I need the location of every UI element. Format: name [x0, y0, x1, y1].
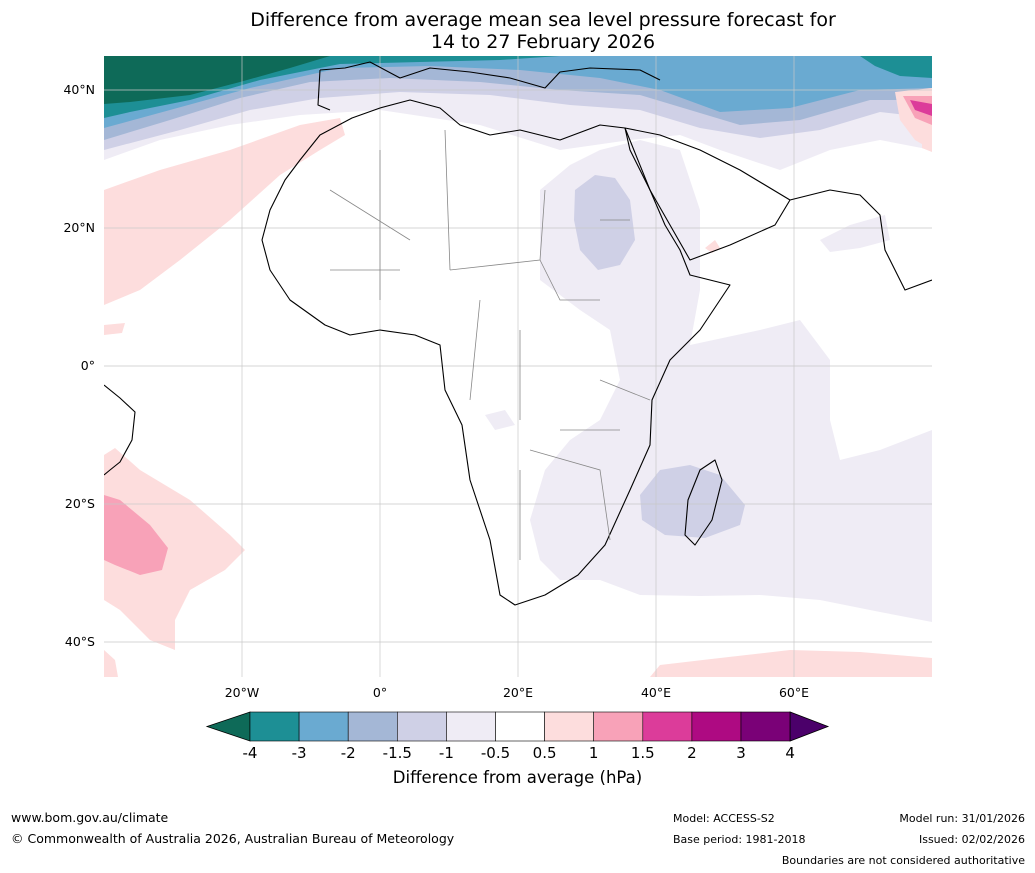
colorbar-box [396, 711, 447, 742]
footer-base-period: Base period: 1981-2018 [673, 833, 806, 846]
footer-disclaimer: Boundaries are not considered authoritat… [781, 854, 1025, 867]
anomaly-neg3-east [860, 56, 932, 78]
colorbar-box [495, 711, 545, 742]
colorbar-tick-label: -2 [340, 744, 356, 762]
footer-copyright: © Commonwealth of Australia 2026, Austra… [11, 831, 455, 846]
border-lines [329, 129, 651, 560]
anomaly-pos1-sw-atlantic [104, 495, 168, 575]
anomaly-pos05-nw-atlantic [104, 118, 345, 305]
anomaly-pos05-ne-small [922, 140, 932, 152]
colorbar-tick-label: 1.5 [630, 744, 655, 762]
asia-coastline [789, 189, 932, 291]
colorbar-box [298, 711, 349, 742]
anomaly-pos05-sw-atlantic [104, 448, 245, 650]
lat-label-20s: 20°S [64, 496, 95, 511]
colorbar [205, 711, 830, 742]
colorbar-box [347, 711, 398, 742]
colorbar-tick-label: -1 [438, 744, 454, 762]
anomaly-neg05-east-asia [820, 215, 890, 252]
anomaly-neg2-north [104, 56, 932, 128]
colorbar-tick-label: 0.5 [532, 744, 557, 762]
colorbar-tick-label: -0.5 [480, 744, 511, 762]
colorbar-box [593, 711, 644, 742]
colorbar-tick-label: 4 [785, 744, 795, 762]
footer-model: Model: ACCESS-S2 [673, 812, 775, 825]
country-borders [329, 129, 651, 560]
lon-label-20e: 20°E [502, 685, 534, 700]
anomaly-neg1-madagascar [640, 465, 745, 538]
anomaly-neg05-equator [485, 410, 515, 430]
colorbar-extend-low [205, 711, 251, 742]
footer-issued: Issued: 02/02/2026 [918, 833, 1025, 846]
lat-label-20n: 20°N [63, 220, 95, 235]
lat-label-40n: 40°N [63, 82, 95, 97]
footer-model-run: Model run: 31/01/2026 [899, 812, 1025, 825]
lon-label-20w: 20°W [224, 685, 260, 700]
coastlines [104, 61, 932, 606]
lon-label-40e: 40°E [640, 685, 672, 700]
anomaly-neg4-north [104, 56, 330, 104]
anomaly-pos15-ne [910, 100, 932, 116]
graticule [104, 56, 932, 677]
africa-coastline [261, 99, 731, 606]
colorbar-box [691, 711, 742, 742]
anomaly-pos05-sw-corner [104, 650, 118, 677]
lat-label-equator: 0° [80, 358, 95, 373]
colorbar-box [740, 711, 791, 742]
colorbar-tick-label: 2 [687, 744, 697, 762]
europe-coastline [317, 61, 661, 111]
madagascar-coastline [684, 459, 723, 546]
lon-label-60e: 60°E [778, 685, 810, 700]
south-america-coastline [104, 384, 136, 476]
anomaly-pos05-south [650, 650, 932, 677]
colorbar-title: Difference from average (hPa) [392, 768, 643, 787]
lat-label-40s: 40°S [64, 634, 95, 649]
colorbar-box [446, 711, 496, 742]
colorbar-extend-high [789, 711, 830, 742]
title-line-1: Difference from average mean sea level p… [250, 9, 836, 31]
colorbar-tick-label: -1.5 [382, 744, 412, 762]
title-line-2: 14 to 27 February 2026 [430, 31, 656, 53]
arabian-peninsula-coastline [624, 127, 791, 261]
colorbar-box [249, 711, 300, 742]
lon-label-0: 0° [372, 685, 388, 700]
colorbar-box [544, 711, 594, 742]
anomaly-pos05-small [104, 323, 125, 335]
colorbar-tick-label: -4 [242, 744, 258, 762]
anomaly-neg1-arabia [574, 175, 635, 270]
footer-website[interactable]: www.bom.gov.au/climate [11, 810, 169, 825]
colorbar-box [642, 711, 693, 742]
map-title: Difference from average mean sea level p… [0, 9, 1035, 53]
colorbar-tick-label: 1 [588, 744, 599, 762]
colorbar-tick-label: 3 [736, 744, 746, 762]
colorbar-tick-label: -3 [291, 744, 307, 762]
anomaly-neg05-indian-ocean [530, 140, 932, 622]
